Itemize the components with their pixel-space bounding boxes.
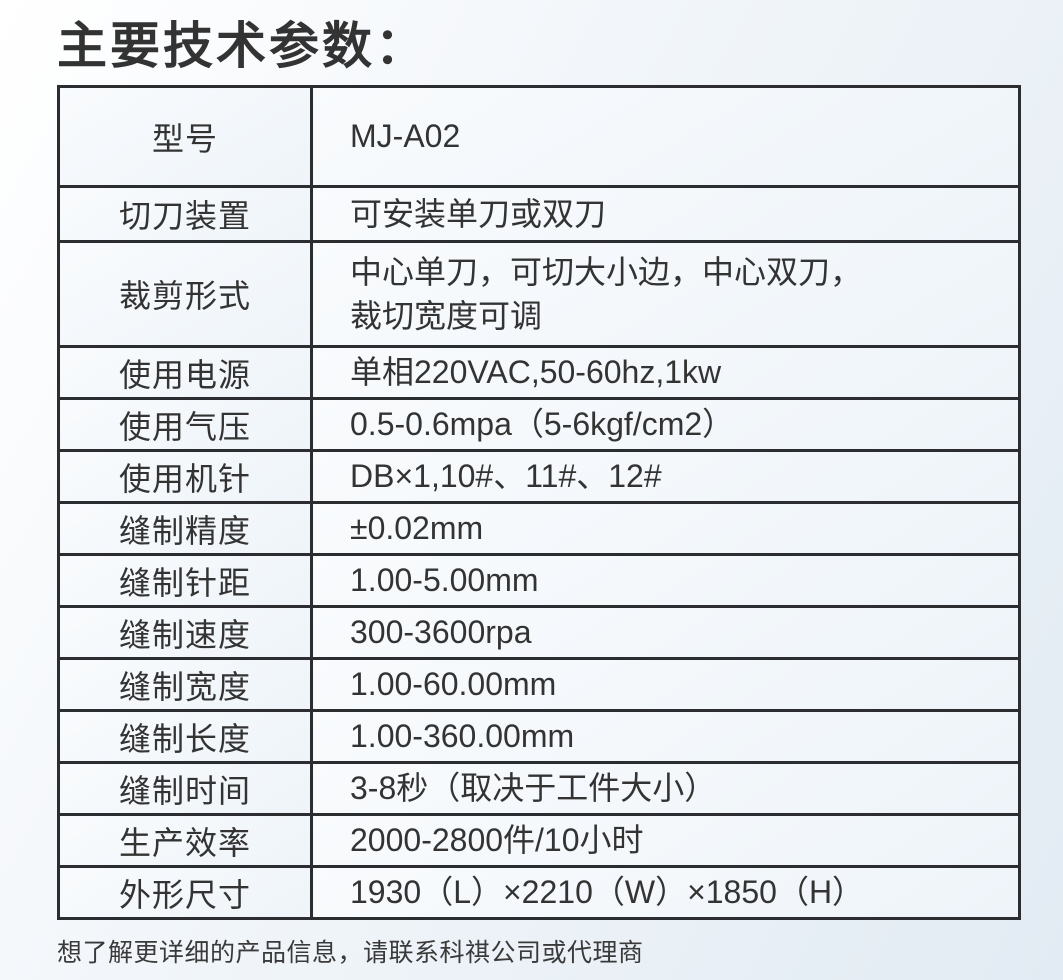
spec-row: 缝制精度 ±0.02mm	[57, 501, 1021, 556]
spec-label-cell: 切刀装置	[57, 185, 313, 243]
spec-value-cell: 1.00-360.00mm	[310, 709, 1021, 764]
spec-label-cell: 缝制长度	[57, 709, 313, 764]
spec-value-cell: 2000-2800件/10小时	[310, 813, 1021, 868]
spec-label-cell: 型号	[57, 85, 313, 188]
spec-value-cell: 1.00-5.00mm	[310, 553, 1021, 608]
spec-label-cell: 缝制时间	[57, 761, 313, 816]
spec-value-cell: 1930（L）×2210（W）×1850（H）	[310, 865, 1021, 920]
spec-label-cell: 使用电源	[57, 345, 313, 400]
spec-value-cell: 中心单刀，可切大小边，中心双刀， 裁切宽度可调	[310, 240, 1021, 348]
spec-label-cell: 外形尺寸	[57, 865, 313, 920]
spec-row: 缝制时间 3-8秒（取决于工件大小）	[57, 761, 1021, 816]
specs-table: 型号 MJ-A02 切刀装置 可安装单刀或双刀 裁剪形式 中心单刀，可切大小边，…	[57, 85, 1021, 920]
spec-value-cell: 可安装单刀或双刀	[310, 185, 1021, 243]
footer-note: 想了解更详细的产品信息，请联系科祺公司或代理商	[57, 939, 644, 967]
spec-label-cell: 缝制速度	[57, 605, 313, 660]
spec-label-cell: 使用机针	[57, 449, 313, 504]
page-title: 主要技术参数：	[57, 18, 428, 74]
spec-row: 切刀装置 可安装单刀或双刀	[57, 185, 1021, 243]
spec-row: 缝制速度 300-3600rpa	[57, 605, 1021, 660]
spec-label-cell: 缝制宽度	[57, 657, 313, 712]
spec-row: 缝制针距 1.00-5.00mm	[57, 553, 1021, 608]
spec-label-cell: 缝制精度	[57, 501, 313, 556]
spec-value-cell: ±0.02mm	[310, 501, 1021, 556]
spec-row: 使用气压 0.5-0.6mpa（5-6kgf/cm2）	[57, 397, 1021, 452]
spec-row: 使用电源 单相220VAC,50-60hz,1kw	[57, 345, 1021, 400]
spec-row: 缝制长度 1.00-360.00mm	[57, 709, 1021, 764]
spec-label-cell: 使用气压	[57, 397, 313, 452]
spec-value-cell: DB×1,10#、11#、12#	[310, 449, 1021, 504]
spec-label-cell: 缝制针距	[57, 553, 313, 608]
spec-value-cell: 单相220VAC,50-60hz,1kw	[310, 345, 1021, 400]
spec-label-cell: 裁剪形式	[57, 240, 313, 348]
spec-row: 使用机针 DB×1,10#、11#、12#	[57, 449, 1021, 504]
spec-row: 生产效率 2000-2800件/10小时	[57, 813, 1021, 868]
spec-value-cell: 1.00-60.00mm	[310, 657, 1021, 712]
spec-value-cell: 0.5-0.6mpa（5-6kgf/cm2）	[310, 397, 1021, 452]
spec-value-cell: MJ-A02	[310, 85, 1021, 188]
spec-row: 缝制宽度 1.00-60.00mm	[57, 657, 1021, 712]
spec-label-cell: 生产效率	[57, 813, 313, 868]
spec-value-cell: 300-3600rpa	[310, 605, 1021, 660]
spec-row: 外形尺寸 1930（L）×2210（W）×1850（H）	[57, 865, 1021, 920]
spec-value-cell: 3-8秒（取决于工件大小）	[310, 761, 1021, 816]
spec-row: 裁剪形式 中心单刀，可切大小边，中心双刀， 裁切宽度可调	[57, 240, 1021, 348]
spec-row: 型号 MJ-A02	[57, 85, 1021, 188]
